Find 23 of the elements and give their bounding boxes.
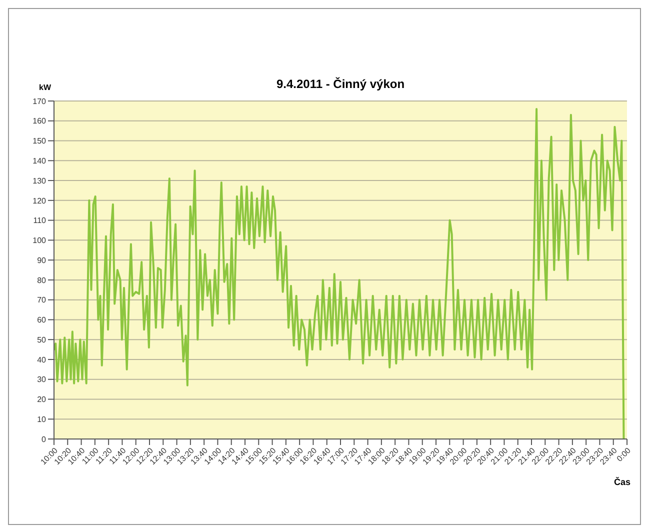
y-tick-label: 70 bbox=[37, 296, 47, 305]
y-tick-label: 40 bbox=[37, 355, 47, 364]
line-series bbox=[54, 108, 625, 439]
y-tick-label: 140 bbox=[32, 156, 47, 166]
chart-title: 9.4.2011 - Činný výkon bbox=[275, 77, 406, 91]
y-tick-label: 150 bbox=[32, 136, 47, 146]
y-tick-label: 160 bbox=[32, 116, 47, 126]
y-tick-label: 50 bbox=[37, 335, 47, 344]
y-tick-label: 120 bbox=[32, 196, 47, 206]
x-axis-title: Čas bbox=[614, 477, 631, 487]
y-axis-title: kW bbox=[39, 83, 51, 92]
y-tick-label: 10 bbox=[37, 414, 47, 424]
y-tick-label: 20 bbox=[37, 395, 47, 404]
y-tick-label: 0 bbox=[42, 434, 47, 444]
y-tick-label: 110 bbox=[33, 216, 47, 226]
y-tick-label: 90 bbox=[37, 256, 47, 265]
y-tick-label: 100 bbox=[32, 236, 47, 246]
y-tick-label: 130 bbox=[32, 176, 47, 186]
y-tick-label: 60 bbox=[37, 316, 47, 325]
y-tick-label: 80 bbox=[37, 276, 47, 285]
y-tick-label: 170 bbox=[32, 96, 47, 106]
y-tick-label: 30 bbox=[37, 375, 47, 384]
x-tick-label: 0:00 bbox=[615, 446, 633, 464]
